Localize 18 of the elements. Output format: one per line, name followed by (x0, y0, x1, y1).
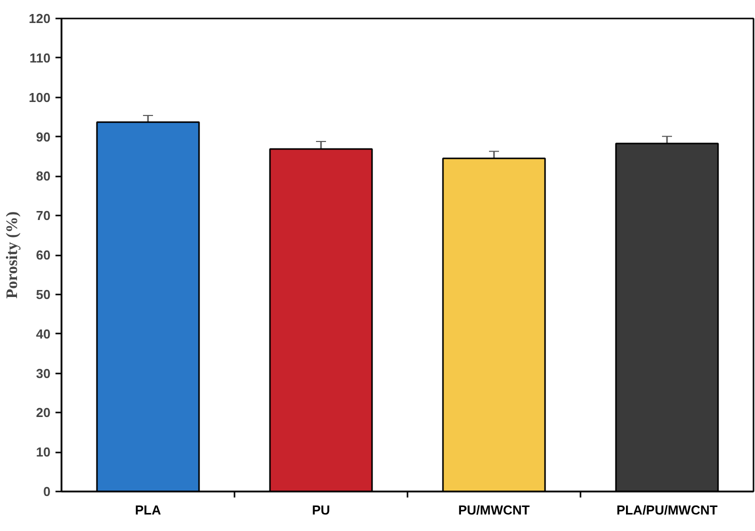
x-tick-label: PLA/PU/MWCNT (616, 502, 718, 518)
y-tick-label: 20 (36, 405, 51, 420)
y-tick-label: 100 (28, 90, 51, 105)
y-axis-title: Porosity (%) (4, 211, 21, 299)
x-tick-label: PU (312, 502, 330, 518)
y-tick-label: 90 (36, 129, 51, 144)
y-tick-label: 80 (36, 168, 51, 184)
y-tick-label: 0 (43, 484, 51, 499)
x-tick-label: PLA (135, 502, 162, 518)
y-tick-label: 70 (36, 208, 51, 224)
y-tick-label: 50 (36, 286, 51, 302)
y-tick-label: 60 (36, 248, 51, 262)
y-tick-label: 30 (36, 366, 51, 381)
y-tick-label: 40 (36, 326, 51, 342)
y-tick-label: 120 (28, 11, 51, 26)
y-tick-label: 110 (30, 50, 51, 66)
x-tick-label: PU/MWCNT (458, 502, 530, 518)
y-tick-label: 10 (36, 444, 51, 460)
